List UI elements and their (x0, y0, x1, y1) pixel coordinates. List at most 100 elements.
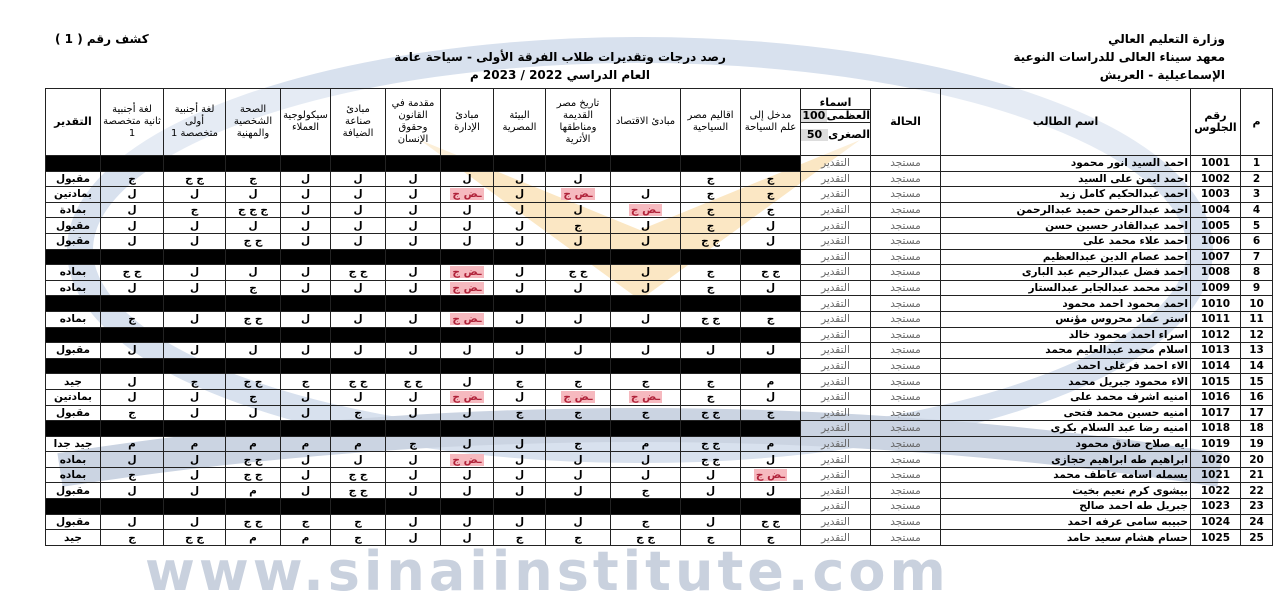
grade: ج (680, 388, 741, 406)
grade-label: التقدير (800, 248, 871, 266)
grade-text: ل (514, 219, 525, 232)
grade: ل (493, 264, 546, 281)
grade-label: التقدير (800, 310, 871, 328)
grade: ل (610, 466, 681, 484)
student-name: اسلام محمد عبدالعليم محمد (940, 342, 1191, 359)
failed-grade: ـض ج (450, 453, 484, 466)
grade-text: ج (128, 172, 136, 185)
grade-text: ج (706, 531, 715, 544)
grade-text: م (249, 437, 257, 450)
grade-text: ل (408, 204, 418, 217)
sheet-number: كشف رقم ( 1 ) (55, 32, 149, 46)
grade: ل (493, 451, 546, 468)
names-label: اسماء (819, 96, 852, 109)
grade (330, 295, 386, 312)
student-row: 2 1002 احمد ايمن على السيد مستجد التقدير ج ج ل ل… (45, 170, 1273, 188)
grade-text: ل (765, 453, 776, 466)
grade-text: ج (128, 531, 136, 544)
seat-no: 1018 (1190, 420, 1241, 437)
grade-text: ل (705, 469, 716, 482)
grade-text: ل (514, 437, 525, 450)
grade: ج ج (680, 232, 741, 250)
grade (385, 155, 441, 172)
institute: معهد سيناء العالى للدراسات النوعية (1013, 50, 1225, 64)
grade: ل (280, 264, 331, 281)
grade-label: التقدير (800, 529, 871, 546)
grade-text: ج (706, 172, 715, 185)
grade-text: ج ج (701, 313, 720, 326)
student-name: احمد عبدالحكيم كامل زيد (940, 186, 1191, 203)
grade: ل (280, 186, 331, 203)
grade: ل (440, 435, 494, 453)
row-no: 12 (1240, 326, 1273, 344)
student-row: 20 1020 ابراهيم طه ابراهيم حجازى مستجد التقد… (45, 451, 1273, 468)
grade-text: ل (408, 406, 418, 419)
grade-label: التقدير (800, 482, 871, 500)
grade: ل (740, 482, 801, 500)
grade-text: ل (189, 219, 200, 232)
grade-text: ل (353, 204, 363, 217)
grade-text: ل (514, 515, 525, 528)
seat-no: 1019 (1190, 435, 1241, 453)
row-no: 15 (1240, 373, 1273, 390)
grade: ل (545, 232, 611, 250)
grade-text: ل (248, 344, 258, 357)
grade: ل (280, 279, 331, 297)
grade: ل (330, 388, 386, 406)
grade-text: ل (189, 469, 200, 482)
grade-label: التقدير (800, 466, 871, 484)
grade: ل (493, 279, 546, 297)
grade-text: ج (301, 515, 310, 528)
grade: ج (545, 529, 611, 546)
grade: ل (163, 404, 226, 422)
grade: ل (440, 482, 494, 500)
grade (680, 248, 741, 266)
grade-text: ج (574, 406, 582, 419)
grade: ل (100, 342, 164, 359)
student-row: 15 1015 الاء محمود جبريل محمد مستجد التقدير م… (45, 373, 1273, 390)
grade (610, 498, 681, 515)
grade-text: ل (705, 484, 716, 497)
grade-text: ج ج (701, 453, 720, 466)
grade: ل (440, 201, 494, 219)
grade-text: ل (408, 219, 418, 232)
grade: ج ج (740, 513, 801, 531)
status: مستجد (870, 342, 941, 359)
seat-no: 1017 (1190, 404, 1241, 422)
grade-text: ج (354, 515, 362, 528)
student-name: احمد عبدالقادر حسين حسن (940, 217, 1191, 234)
grade (163, 295, 226, 312)
grade: ـض ج (440, 264, 494, 281)
seat-no: 1001 (1190, 155, 1241, 172)
grade: ج (740, 201, 801, 219)
grade-text: ل (765, 282, 776, 295)
grade (493, 357, 546, 375)
grade: ل (493, 232, 546, 250)
student-name: الاء احمد فرغلى احمد (940, 357, 1191, 375)
seat-no: 1010 (1190, 295, 1241, 312)
result: جيد جدا (45, 435, 101, 453)
grade: ل (330, 217, 386, 234)
grade: ج ج (330, 264, 386, 281)
grade-text: ج (706, 188, 715, 201)
grade (100, 155, 164, 172)
grade: ل (740, 279, 801, 297)
result: مقبول (45, 232, 101, 250)
seat-no: 1002 (1190, 170, 1241, 188)
grade-label: التقدير (800, 373, 871, 390)
student-name: ايه صلاح صادق محمود (940, 435, 1191, 453)
grade-text: ل (462, 235, 472, 248)
status: مستجد (870, 264, 941, 281)
grade-text: ل (462, 515, 472, 528)
grade (740, 498, 801, 515)
grade (163, 155, 226, 172)
grade-text: ج ج (761, 515, 780, 528)
grade: ج (610, 373, 681, 390)
grade: ل (610, 342, 681, 359)
seat-no: 1016 (1190, 388, 1241, 406)
seat-no: 1007 (1190, 248, 1241, 266)
grade-text: ل (300, 344, 311, 357)
grade: ل (545, 466, 611, 484)
grade-text: ل (127, 484, 137, 497)
